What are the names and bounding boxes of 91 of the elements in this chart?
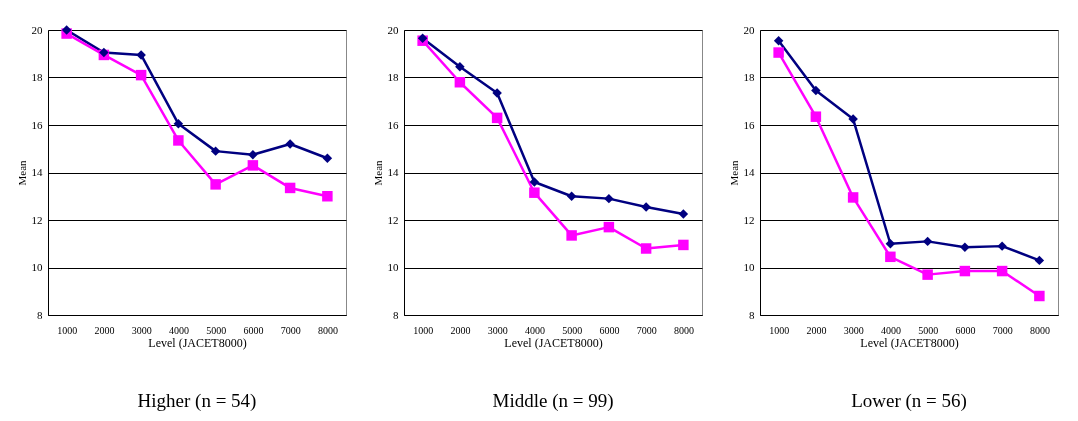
point — [810, 111, 822, 122]
x-axis-title: Level (JACET8000) — [860, 335, 959, 350]
y-axis-title: Mean — [371, 159, 384, 186]
point — [247, 160, 259, 171]
y-tick-label: 14 — [31, 166, 43, 178]
y-tick-label: 20 — [387, 23, 399, 36]
point — [61, 25, 72, 35]
point — [773, 35, 784, 46]
y-tick-label: 8 — [749, 308, 755, 321]
point — [529, 187, 540, 198]
point — [773, 47, 784, 58]
y-tick-label: 18 — [743, 71, 755, 83]
y-tick-label: 12 — [743, 213, 755, 226]
y-tick-label: 20 — [31, 23, 43, 36]
point — [996, 265, 1008, 277]
text: Higher (n = 54) — [137, 390, 257, 412]
y-tick-label: 14 — [387, 166, 399, 178]
point — [454, 77, 466, 88]
x-axis-title: Level (JACET8000) — [504, 335, 603, 350]
point — [566, 230, 577, 241]
point — [1034, 290, 1045, 302]
x-tick-label: 7000 — [636, 324, 657, 336]
x-tick-label: 5000 — [206, 324, 227, 336]
y-tick-label: 18 — [31, 71, 43, 83]
point — [603, 221, 615, 233]
x-tick-label: 7000 — [992, 324, 1013, 336]
x-tick-label: 6000 — [599, 324, 620, 336]
point — [922, 236, 933, 247]
point — [1034, 255, 1045, 266]
point — [491, 112, 503, 124]
y-tick-label: 8 — [393, 308, 399, 321]
x-tick-label: 5000 — [562, 324, 583, 336]
x-tick-label: 1000 — [769, 324, 790, 336]
point — [455, 62, 465, 72]
y-tick-label: 14 — [743, 166, 755, 178]
y-tick-label: 16 — [387, 118, 399, 131]
y-tick-label: 8 — [37, 308, 43, 321]
y-axis-title: Mean — [15, 159, 28, 186]
y-axis-title: Mean — [727, 159, 740, 186]
y-tick-label: 10 — [743, 261, 755, 273]
x-tick-label: 2000 — [450, 324, 471, 336]
x-tick-label: 8000 — [673, 324, 694, 336]
point — [885, 239, 896, 249]
point — [885, 251, 896, 263]
point — [640, 243, 652, 254]
x-tick-label: 4000 — [524, 324, 545, 336]
point — [566, 191, 577, 201]
x-tick-label: 4000 — [168, 324, 189, 336]
x-tick-label: 3000 — [131, 324, 152, 336]
point — [959, 265, 971, 277]
point — [847, 192, 859, 203]
x-tick-label: 1000 — [57, 324, 78, 336]
x-tick-label: 6000 — [243, 324, 264, 336]
text: Lower (n = 56) — [851, 390, 967, 412]
point — [811, 85, 821, 96]
x-tick-label: 5000 — [918, 324, 939, 336]
x-tick-label: 3000 — [843, 324, 864, 336]
x-tick-label: 2000 — [94, 324, 115, 336]
point — [678, 209, 689, 219]
y-tick-label: 10 — [387, 261, 399, 273]
y-tick-label: 20 — [743, 23, 755, 36]
x-tick-label: 8000 — [317, 324, 338, 336]
point — [322, 153, 333, 163]
point — [210, 146, 221, 156]
y-tick-label: 16 — [31, 118, 43, 131]
y-tick-label: 12 — [387, 213, 399, 226]
point — [960, 242, 970, 253]
x-tick-label: 4000 — [880, 324, 901, 336]
point — [210, 179, 221, 190]
point — [284, 182, 296, 194]
point — [322, 191, 333, 202]
point — [173, 135, 184, 146]
x-tick-label: 2000 — [806, 324, 827, 336]
y-tick-label: 10 — [31, 261, 43, 273]
point — [529, 177, 540, 187]
point — [135, 69, 147, 81]
x-tick-label: 8000 — [1029, 324, 1050, 336]
x-tick-label: 3000 — [487, 324, 508, 336]
y-tick-label: 18 — [387, 71, 399, 83]
point — [604, 193, 614, 204]
point — [248, 149, 258, 160]
x-axis-title: Level (JACET8000) — [148, 335, 247, 350]
point — [922, 269, 933, 280]
x-tick-label: 7000 — [280, 324, 301, 336]
y-tick-label: 16 — [743, 118, 755, 131]
x-tick-label: 6000 — [955, 324, 976, 336]
point — [678, 239, 689, 251]
point — [173, 119, 184, 129]
text: Middle (n = 99) — [492, 390, 614, 412]
y-tick-label: 12 — [31, 213, 43, 226]
x-tick-label: 1000 — [413, 324, 434, 336]
